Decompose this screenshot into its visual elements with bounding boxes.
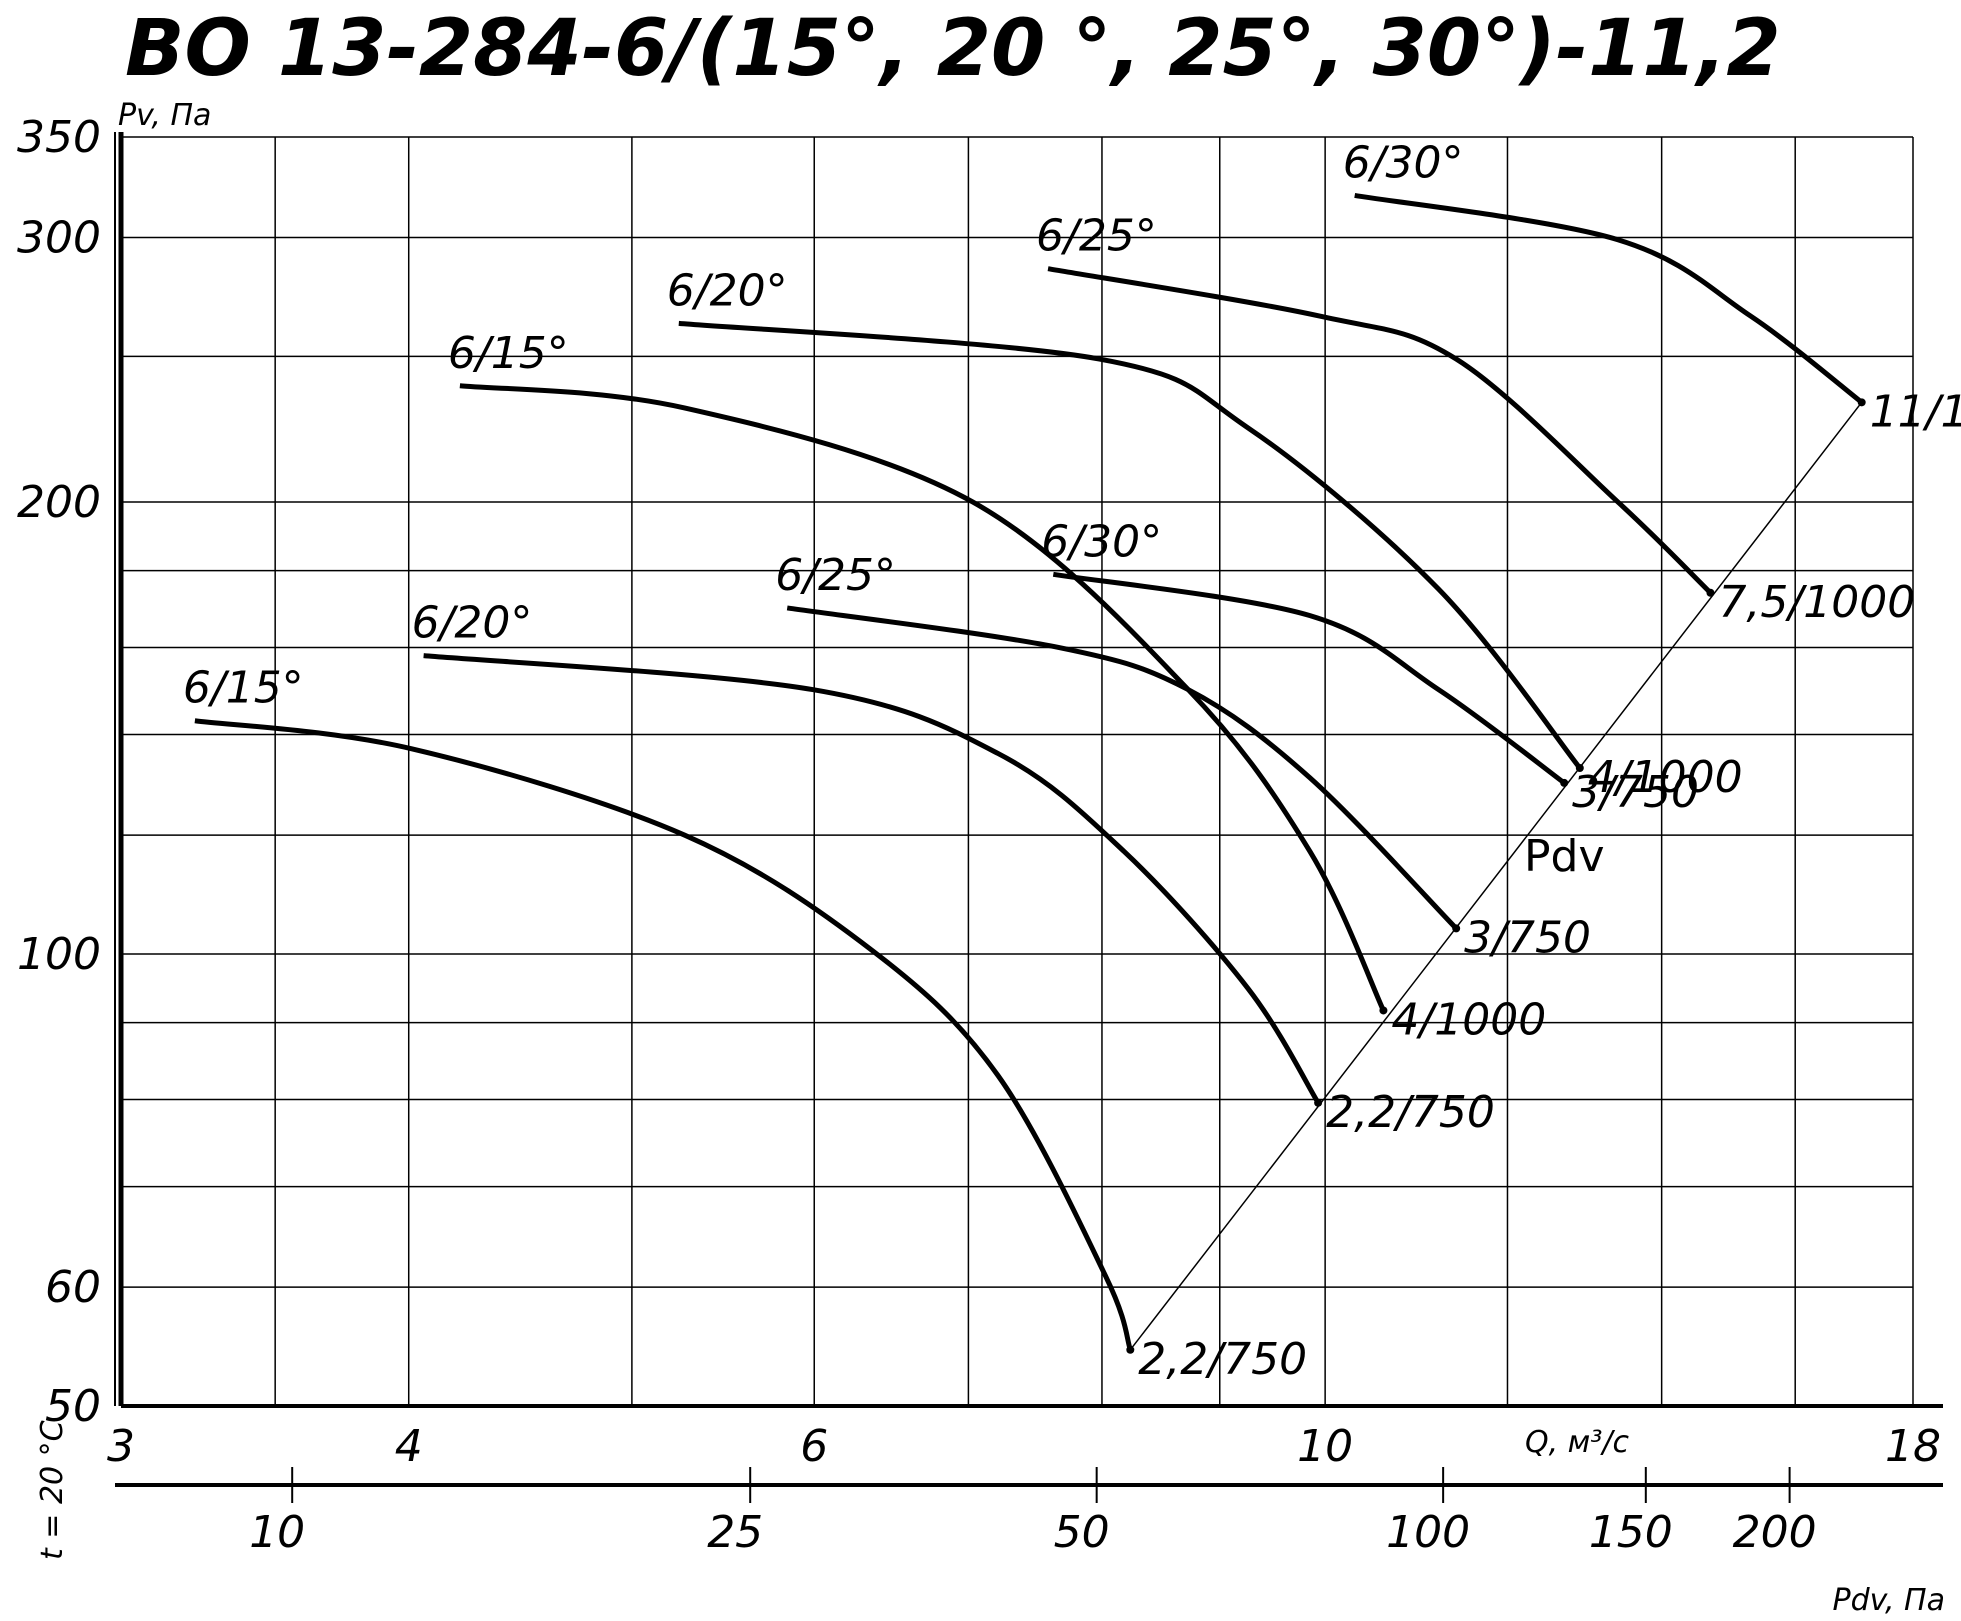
- fan-curve: [459, 383, 1386, 1012]
- y-tick-label: 60: [45, 1262, 101, 1313]
- pdv-line: [1129, 401, 1863, 1351]
- curve-label: 6/25°: [775, 550, 896, 601]
- fan-curve: [1354, 192, 1864, 405]
- x-tick-label: 6: [800, 1421, 828, 1472]
- curve-label: 6/30°: [1041, 516, 1162, 567]
- fan-curve: [423, 653, 1321, 1105]
- fan-curve: [1052, 571, 1566, 785]
- curve-end-label: 3/750: [1464, 912, 1591, 963]
- y-tick-label: 350: [17, 112, 101, 163]
- x-tick-label: 10: [1297, 1421, 1353, 1472]
- side-label: t = 20 °C: [35, 1420, 70, 1560]
- fan-curve: [678, 320, 1582, 770]
- x-tick-label: 18: [1885, 1421, 1941, 1472]
- x-axis-label: Q, м³/с: [1525, 1425, 1629, 1460]
- curve-end-label: 2,2/750: [1326, 1087, 1495, 1138]
- curve-label: 6/15°: [183, 663, 304, 714]
- curve-end-label: 3/750: [1572, 767, 1699, 818]
- curve-end-label: 4/1000: [1588, 752, 1743, 803]
- y-axis-label: Pv, Па: [118, 98, 211, 133]
- y-tick-label: 300: [17, 213, 101, 264]
- curve-end-label: 7,5/1000: [1718, 577, 1915, 628]
- chart-title: ВО 13-284-6/(15°, 20 °, 25°, 30°)-11,2: [125, 4, 1781, 94]
- curve-end-label: 4/1000: [1391, 994, 1546, 1045]
- curve-label: 6/20°: [667, 265, 788, 316]
- curve-label: 6/20°: [412, 598, 533, 649]
- curve-end-label: 2,2/750: [1138, 1334, 1307, 1385]
- y-tick-label: 50: [45, 1381, 101, 1432]
- curve-end-label: 11/1000: [1870, 386, 1961, 437]
- x2-tick-label: 150: [1589, 1507, 1673, 1558]
- x2-tick-label: 200: [1733, 1507, 1817, 1558]
- x2-tick-label: 100: [1386, 1507, 1470, 1558]
- curve-label: 6/25°: [1036, 211, 1157, 262]
- x2-tick-label: 50: [1054, 1507, 1110, 1558]
- curve-end: [1379, 1006, 1388, 1015]
- x2-axis-label: Pdv, Па: [1833, 1583, 1945, 1618]
- curve-end: [1560, 778, 1569, 787]
- fan-curve: [194, 718, 1133, 1351]
- curve-label: 6/15°: [448, 328, 569, 379]
- x-tick-label: 3: [107, 1421, 135, 1472]
- x2-tick-label: 10: [249, 1507, 305, 1558]
- fan-curve: [786, 605, 1458, 931]
- curve-label: 6/30°: [1343, 137, 1464, 188]
- y-tick-label: 100: [17, 929, 101, 980]
- fan-curve: [1047, 266, 1713, 595]
- x2-tick-label: 25: [707, 1507, 763, 1558]
- pdv-label: Pdv: [1524, 831, 1605, 882]
- x-tick-label: 4: [395, 1421, 423, 1472]
- y-tick-label: 200: [17, 477, 101, 528]
